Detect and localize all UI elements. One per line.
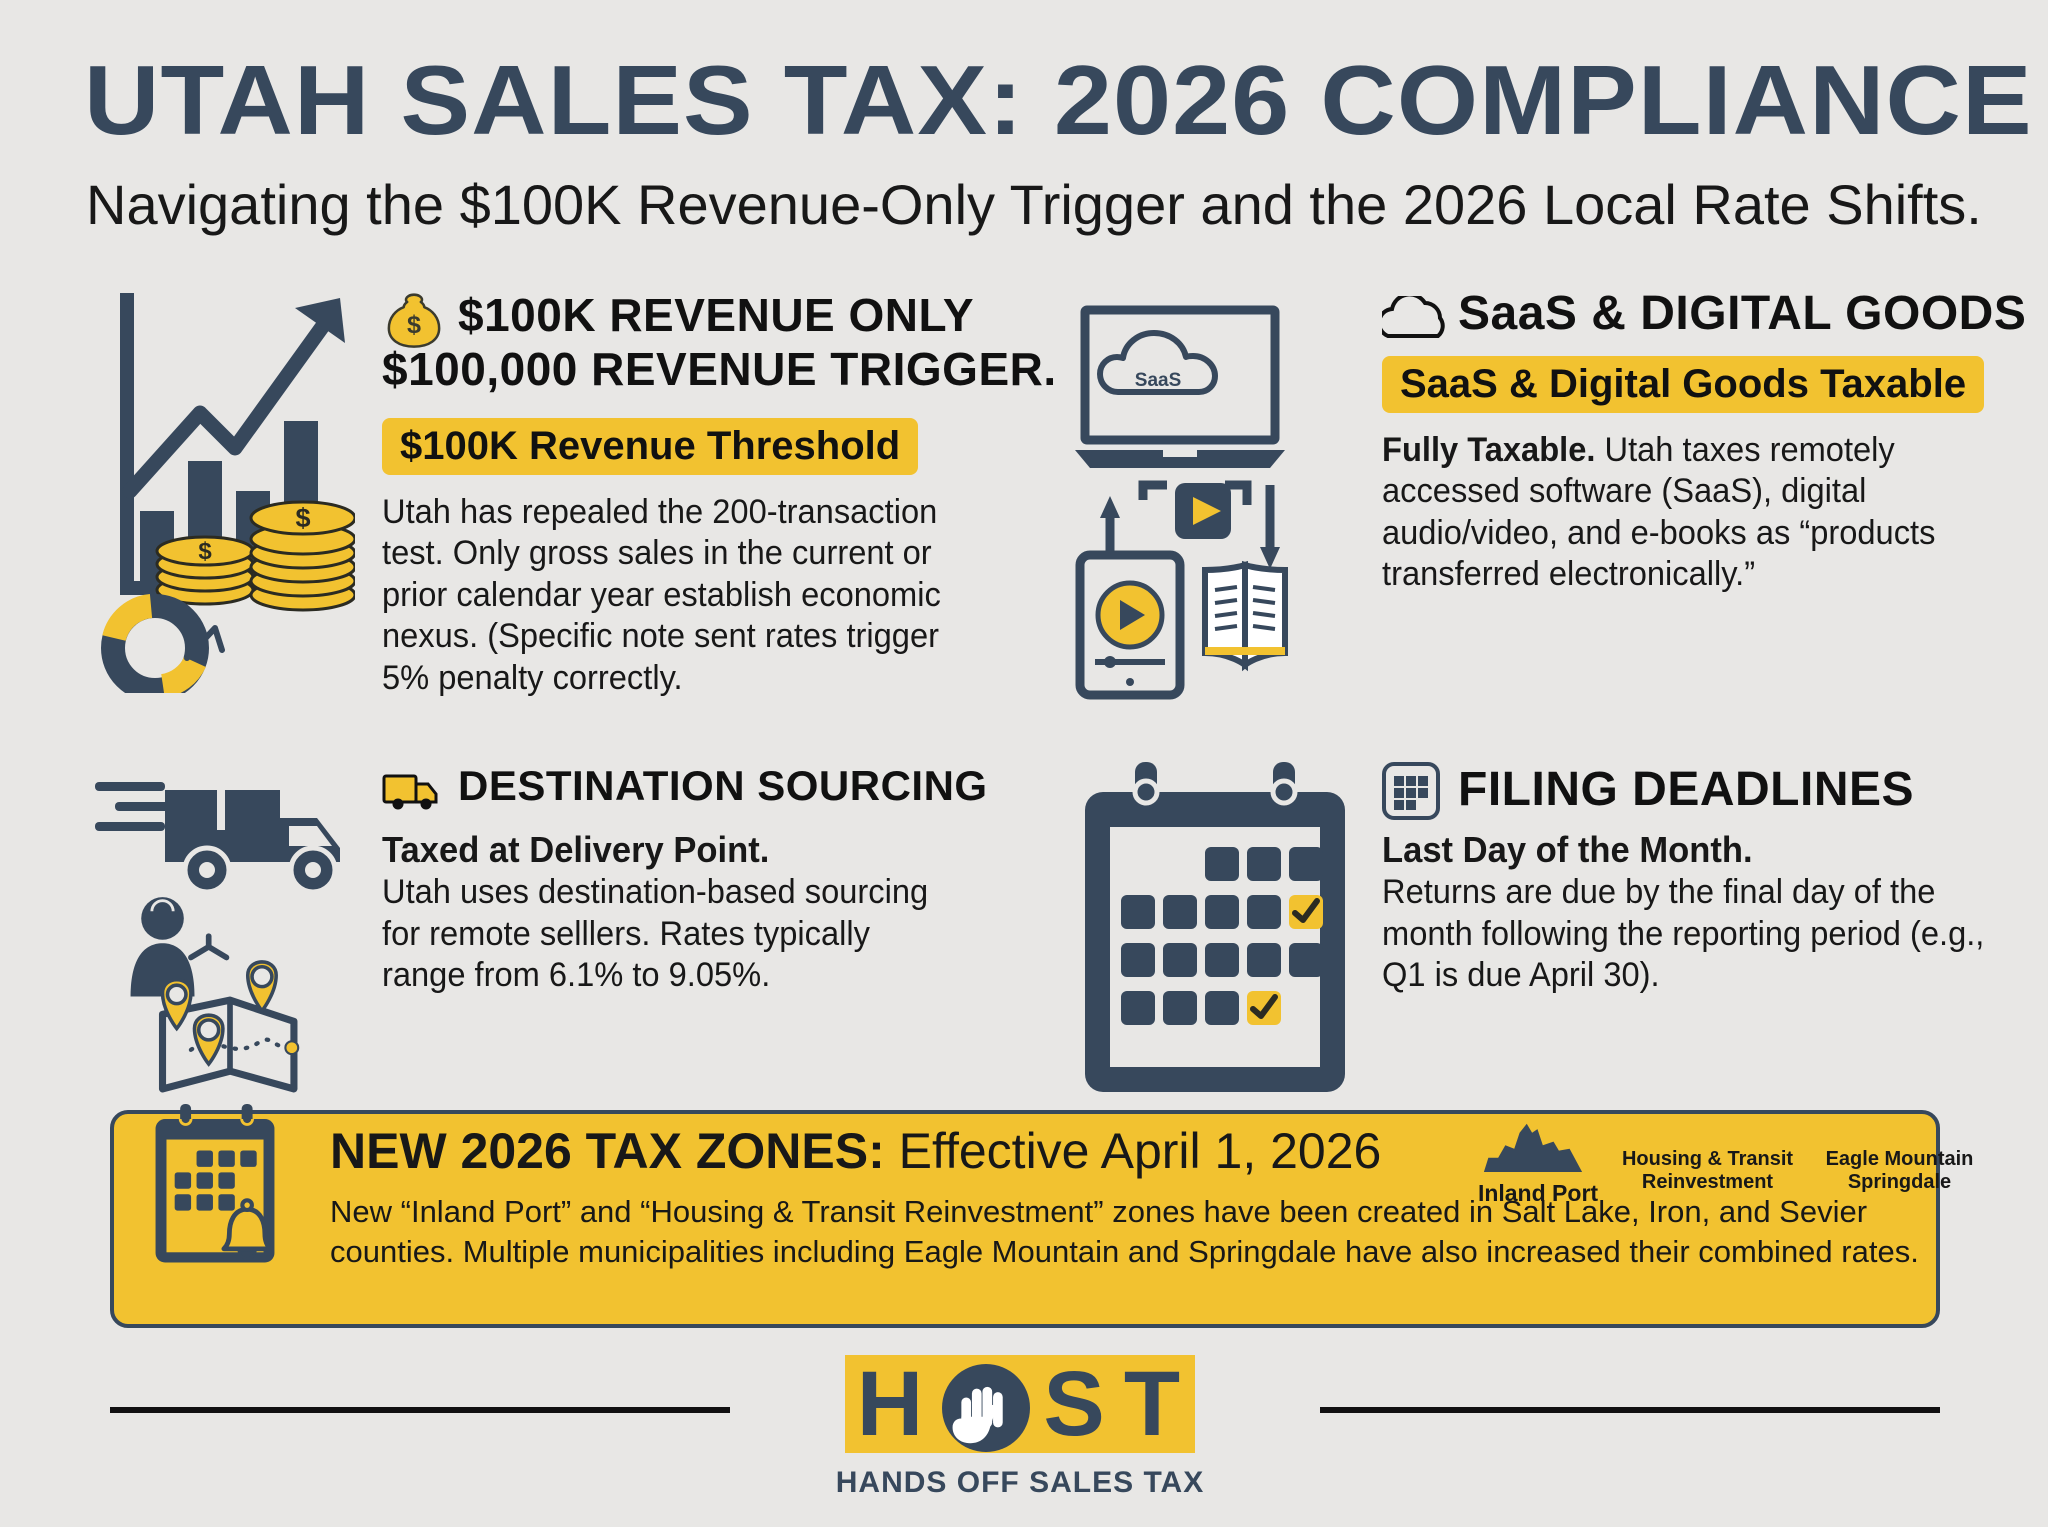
svg-text:$: $ xyxy=(407,311,421,339)
svg-text:$: $ xyxy=(198,538,212,565)
svg-text:SaaS: SaaS xyxy=(1135,370,1181,391)
svg-text:$: $ xyxy=(295,503,310,533)
